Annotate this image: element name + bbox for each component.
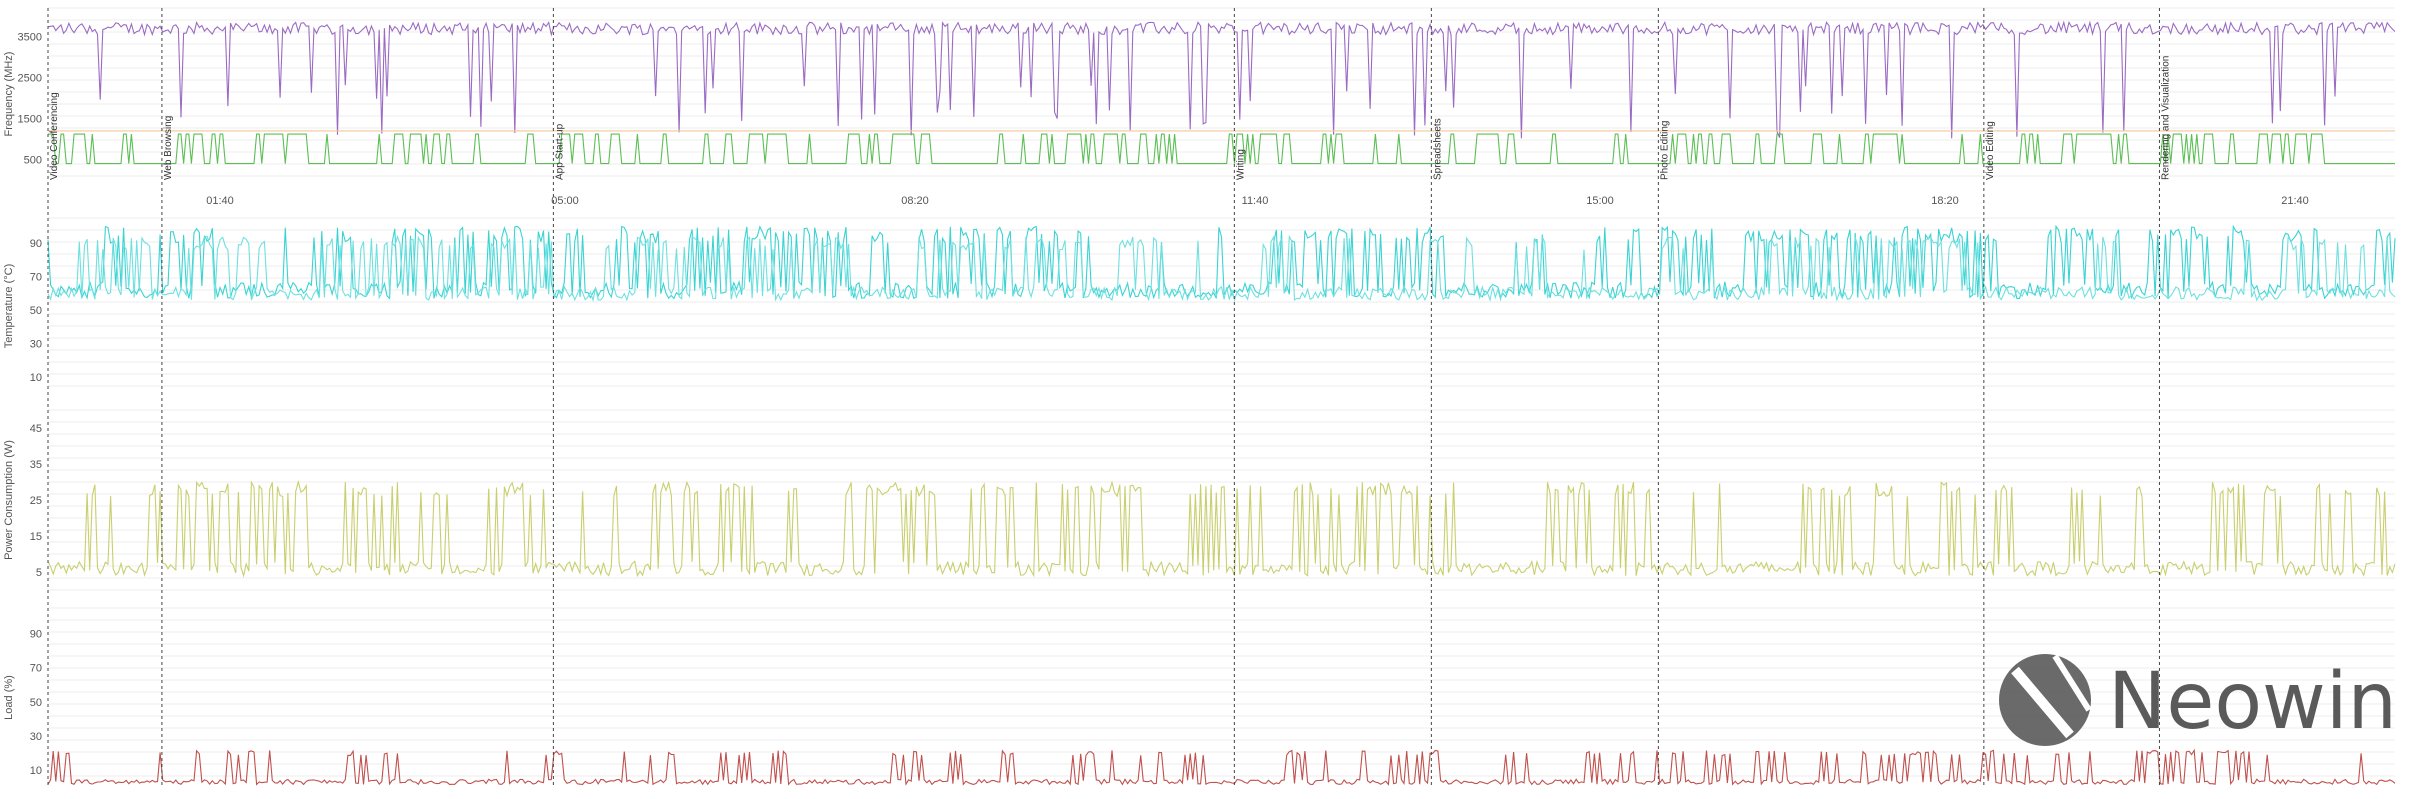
watermark-text: Neowin [2108,657,2397,747]
y-tick-label: 2500 [18,73,42,85]
x-tick-label: 15:00 [1586,195,1614,207]
x-axis-ticks: 01:40 05:00 08:20 11:40 15:00 18:20 21:40 [206,195,2309,207]
series-line-2-0 [47,479,2396,578]
segment-label: Video Conferencing [49,92,60,180]
series-line-3-0 [47,748,2396,786]
neowin-watermark: Neowin [1999,654,2397,747]
y-tick-label: 70 [30,272,42,284]
segment-label: Video Editing [1985,121,1996,180]
x-tick-label: 08:20 [901,195,929,207]
y-tick-label: 90 [30,629,42,641]
y-axis-label: Power Consumption (W) [3,440,15,560]
y-tick-label: 3500 [18,32,42,44]
x-tick-label: 05:00 [551,195,579,207]
y-tick-label: 90 [30,238,42,250]
segment-label: App Start-up [554,123,565,180]
y-tick-label: 10 [30,372,42,384]
x-tick-label: 21:40 [2281,195,2309,207]
y-tick-label: 70 [30,663,42,675]
y-tick-label: 1500 [18,114,42,126]
y-tick-label: 50 [30,305,42,317]
panel-2: 5 15 25 35 45 Power Consumption (W) [3,409,2396,591]
y-tick-label: 500 [24,155,42,167]
segment-label: Spreadsheets [1432,118,1443,180]
panel-1: 10 30 50 70 90 Temperature (°C) [3,217,2396,387]
y-tick-label: 30 [30,339,42,351]
y-axis-label: Load (%) [3,675,15,720]
y-tick-label: 45 [30,423,42,435]
series-line-0-0 [47,20,2396,139]
segment-dividers: Video Conferencing Web Browsing App Start-… [47,8,2171,787]
segment-label: Writing [1235,149,1246,180]
series-line-1-0 [47,224,2396,300]
y-tick-label: 35 [30,459,42,471]
series-line-1-1 [47,234,2396,303]
neowin-logo-icon [1999,654,2092,746]
segment-label: Photo Editing [1659,121,1670,181]
series-line-0-2 [48,133,2395,165]
y-axis-label: Temperature (°C) [3,264,15,348]
y-tick-label: 15 [30,531,42,543]
y-axis-label: Frequency (MHz) [3,52,15,137]
x-tick-label: 18:20 [1931,195,1959,207]
y-tick-label: 5 [36,567,42,579]
y-tick-label: 50 [30,697,42,709]
segment-label: Rendering and Visualization [2160,56,2171,180]
y-tick-label: 25 [30,495,42,507]
y-tick-label: 30 [30,731,42,743]
x-tick-label: 01:40 [206,195,234,207]
x-tick-label: 11:40 [1242,195,1269,207]
y-tick-label: 10 [30,765,42,777]
segment-label: Web Browsing [163,116,174,180]
